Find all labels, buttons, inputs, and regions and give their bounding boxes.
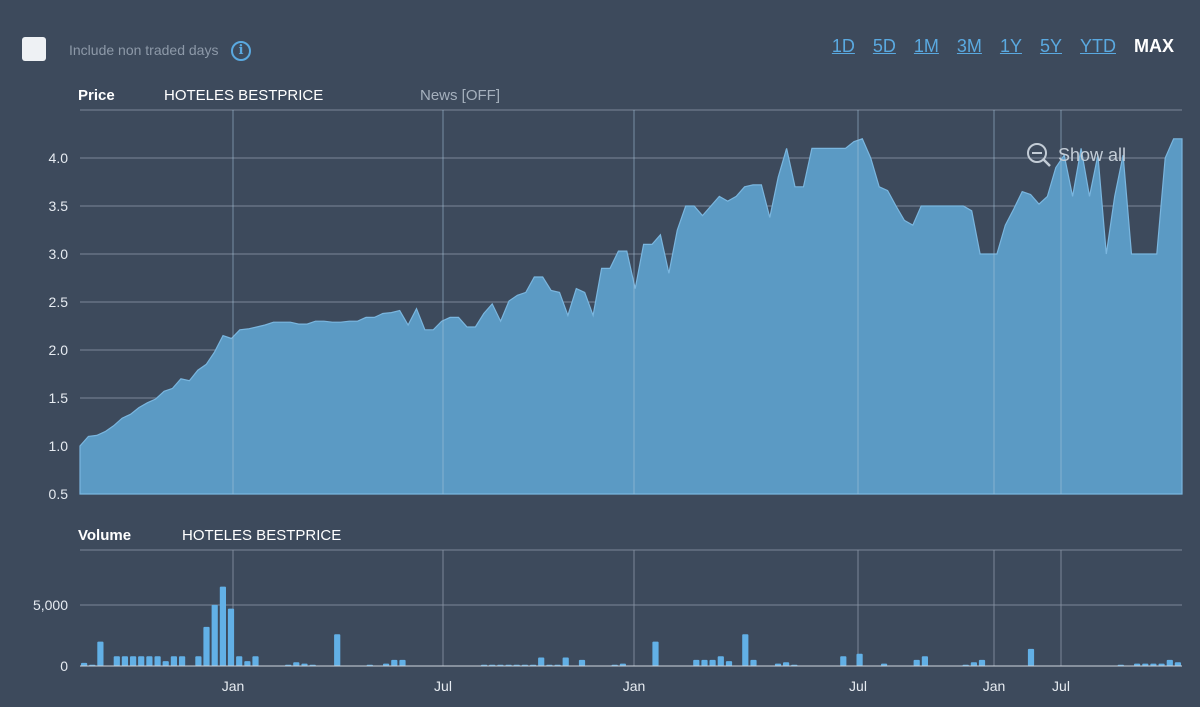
volume-bar [244, 661, 251, 666]
range-1y[interactable]: 1Y [999, 36, 1022, 56]
volume-bar [1166, 659, 1173, 666]
volume-y-tick-label: 0 [60, 658, 68, 674]
volume-panel-label: Volume [78, 527, 132, 544]
volume-bar [399, 659, 406, 666]
volume-bar [179, 656, 186, 666]
volume-bar [334, 634, 341, 666]
volume-bar [921, 656, 928, 666]
volume-bar [562, 657, 569, 666]
volume-bar [138, 656, 145, 666]
volume-bar [146, 656, 153, 666]
volume-bar [195, 656, 202, 666]
volume-bar [774, 663, 782, 666]
volume-bar [203, 626, 210, 666]
x-tick-label: Jan [623, 678, 646, 694]
price-y-tick-label: 3.0 [49, 246, 69, 262]
volume-bar [227, 608, 235, 666]
news-toggle[interactable]: News [OFF] [420, 87, 501, 104]
x-tick-label: Jan [983, 678, 1006, 694]
show-all-button[interactable]: Show all [1026, 142, 1126, 168]
volume-bar [538, 657, 545, 666]
volume-bar [970, 662, 977, 666]
price-area [79, 138, 1183, 495]
volume-instrument-label: HOTELES BESTPRICE [182, 527, 342, 544]
volume-bar [1174, 662, 1181, 666]
volume-bar [750, 659, 757, 666]
volume-bar [81, 662, 88, 666]
volume-bar [293, 662, 300, 666]
show-all-label: Show all [1058, 144, 1127, 165]
price-y-tick-label: 3.5 [49, 198, 69, 214]
range-3m[interactable]: 3M [956, 36, 982, 56]
price-panel-label: Price [78, 87, 115, 104]
price-y-tick-label: 1.5 [49, 390, 69, 406]
volume-bar [717, 656, 724, 666]
volume-bar [619, 663, 626, 666]
range-ytd[interactable]: YTD [1080, 36, 1116, 56]
range-max[interactable]: MAX [1134, 36, 1174, 56]
volume-bar [742, 634, 749, 666]
range-5d[interactable]: 5D [872, 36, 896, 56]
include-nontraded-label: Include non traded days [69, 42, 219, 58]
x-tick-label: Jul [849, 678, 867, 694]
price-y-tick-label: 2.5 [49, 294, 69, 310]
volume-bar [162, 661, 169, 666]
volume-bar [252, 656, 259, 666]
volume-bar [121, 656, 128, 666]
volume-bar [1027, 648, 1035, 666]
volume-bar [913, 659, 920, 666]
price-instrument-label: HOTELES BESTPRICE [164, 87, 324, 104]
price-y-tick-label: 0.5 [49, 486, 69, 502]
volume-bar [978, 659, 986, 666]
volume-bar [578, 659, 586, 666]
volume-bar [211, 604, 218, 666]
volume-bar [1134, 663, 1141, 666]
volume-bar [652, 641, 659, 666]
volume-bar [113, 656, 120, 666]
volume-bar [130, 656, 137, 666]
volume-bar [1150, 663, 1157, 666]
price-y-tick-label: 2.0 [49, 342, 69, 358]
info-icon[interactable]: i [231, 41, 251, 61]
range-1m[interactable]: 1M [913, 36, 939, 56]
range-1d[interactable]: 1D [831, 36, 855, 56]
volume-bar [391, 659, 398, 666]
volume-bar [170, 656, 177, 666]
range-selector: 1D 5D 1M 3M 1Y 5Y YTD MAX [814, 36, 1174, 57]
price-y-tick-label: 1.0 [49, 438, 69, 454]
x-tick-label: Jul [434, 678, 452, 694]
volume-bar [97, 641, 104, 666]
volume-bar [219, 586, 226, 666]
volume-bar [881, 663, 888, 666]
volume-bar [709, 659, 716, 666]
volume-bar [383, 663, 390, 666]
volume-bar [783, 662, 790, 666]
price-y-tick-label: 4.0 [49, 150, 69, 166]
volume-bar [725, 661, 733, 666]
volume-y-tick-label: 5,000 [33, 597, 68, 613]
volume-bar [154, 656, 161, 666]
volume-bar [1158, 663, 1165, 666]
volume-bar [701, 659, 708, 666]
x-tick-label: Jul [1052, 678, 1070, 694]
volume-bar [236, 656, 243, 666]
volume-bar [840, 656, 847, 666]
volume-bar [856, 653, 863, 666]
x-tick-label: Jan [222, 678, 245, 694]
volume-bar [301, 663, 308, 666]
range-5y[interactable]: 5Y [1039, 36, 1062, 56]
volume-bar [693, 659, 700, 666]
zoom-out-icon [1027, 143, 1051, 167]
volume-bar [1142, 663, 1149, 666]
include-nontraded-checkbox[interactable] [22, 37, 46, 61]
